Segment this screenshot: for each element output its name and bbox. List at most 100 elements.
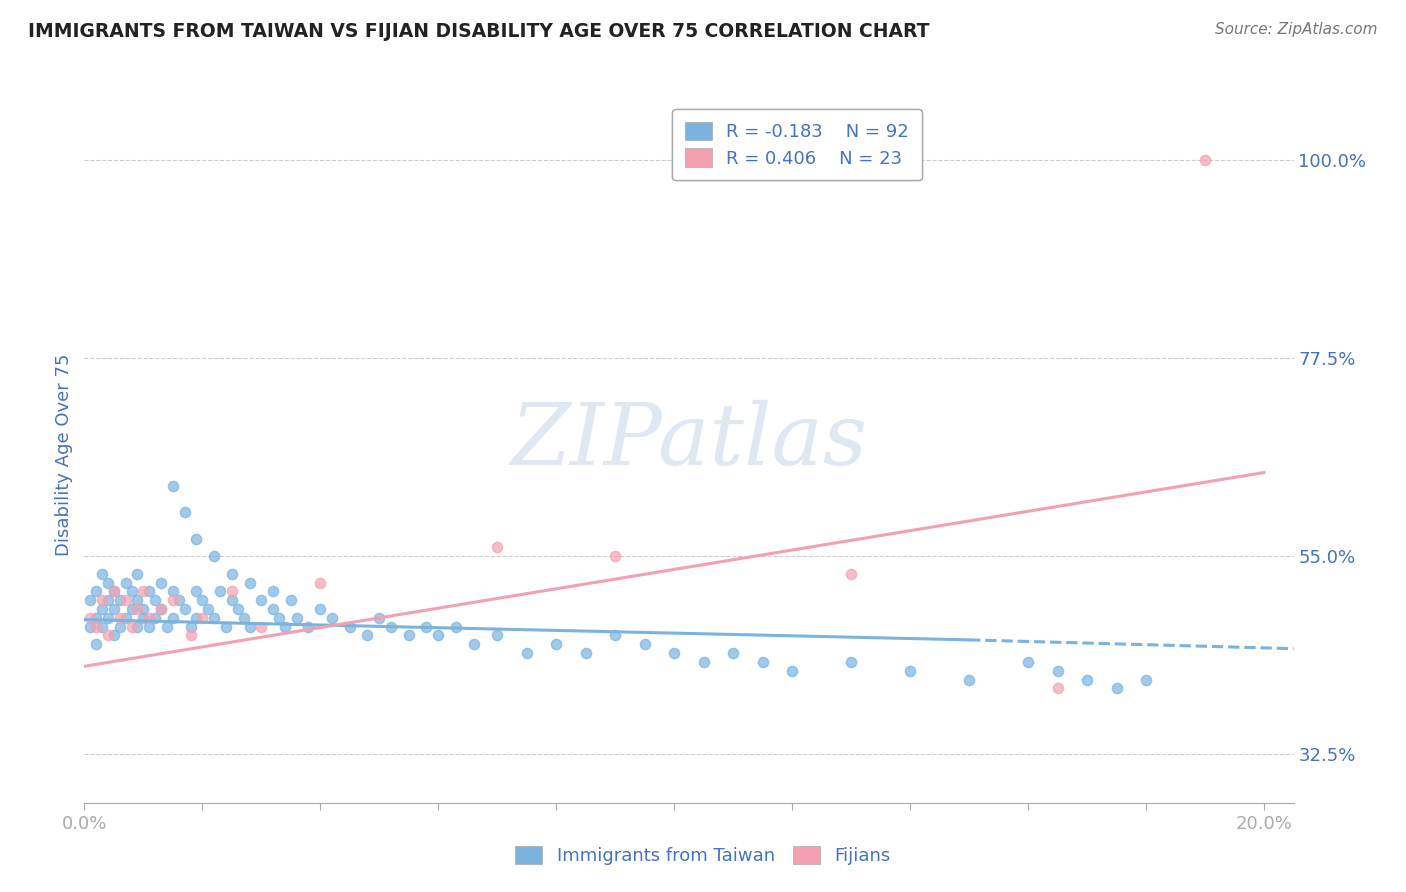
Point bbox=[380, 620, 402, 634]
Point bbox=[114, 611, 136, 625]
Point bbox=[186, 584, 208, 599]
Point bbox=[605, 628, 627, 642]
Text: Source: ZipAtlas.com: Source: ZipAtlas.com bbox=[1215, 22, 1378, 37]
Point bbox=[780, 664, 803, 678]
Point bbox=[1194, 153, 1216, 167]
Point bbox=[721, 646, 744, 660]
Point bbox=[221, 593, 243, 607]
Point bbox=[103, 628, 125, 642]
Point bbox=[84, 611, 107, 625]
Point bbox=[127, 566, 149, 581]
Point bbox=[262, 584, 284, 599]
Point bbox=[132, 602, 155, 616]
Point bbox=[132, 611, 155, 625]
Point bbox=[486, 541, 509, 555]
Point bbox=[238, 575, 260, 590]
Point bbox=[1046, 681, 1069, 696]
Point bbox=[138, 584, 160, 599]
Point bbox=[138, 611, 160, 625]
Legend: R = -0.183    N = 92, R = 0.406    N = 23: R = -0.183 N = 92, R = 0.406 N = 23 bbox=[672, 109, 922, 180]
Point bbox=[250, 593, 273, 607]
Point bbox=[97, 593, 120, 607]
Point bbox=[84, 620, 107, 634]
Point bbox=[427, 628, 450, 642]
Point bbox=[368, 611, 391, 625]
Point bbox=[186, 532, 208, 546]
Point bbox=[1046, 664, 1069, 678]
Point bbox=[103, 602, 125, 616]
Point bbox=[267, 611, 290, 625]
Point bbox=[114, 575, 136, 590]
Point bbox=[91, 593, 114, 607]
Point bbox=[103, 584, 125, 599]
Point bbox=[751, 655, 773, 669]
Point bbox=[108, 620, 131, 634]
Point bbox=[191, 611, 214, 625]
Point bbox=[398, 628, 420, 642]
Point bbox=[121, 584, 143, 599]
Point bbox=[339, 620, 361, 634]
Point bbox=[162, 479, 184, 493]
Point bbox=[84, 584, 107, 599]
Point bbox=[575, 646, 598, 660]
Point bbox=[91, 620, 114, 634]
Point bbox=[226, 602, 249, 616]
Point bbox=[121, 602, 143, 616]
Point bbox=[898, 664, 921, 678]
Point bbox=[463, 637, 485, 651]
Point bbox=[79, 593, 101, 607]
Point bbox=[127, 593, 149, 607]
Point bbox=[202, 611, 225, 625]
Point bbox=[274, 620, 297, 634]
Point bbox=[91, 566, 114, 581]
Point bbox=[839, 655, 862, 669]
Point bbox=[605, 549, 627, 564]
Point bbox=[285, 611, 308, 625]
Point bbox=[180, 620, 202, 634]
Point bbox=[1105, 681, 1128, 696]
Point bbox=[121, 620, 143, 634]
Point bbox=[634, 637, 657, 651]
Point bbox=[221, 584, 243, 599]
Point bbox=[162, 593, 184, 607]
Point bbox=[79, 620, 101, 634]
Point bbox=[150, 575, 173, 590]
Point bbox=[202, 549, 225, 564]
Point bbox=[156, 620, 179, 634]
Point bbox=[114, 593, 136, 607]
Point bbox=[173, 505, 195, 519]
Point bbox=[1017, 655, 1039, 669]
Point bbox=[162, 584, 184, 599]
Point bbox=[297, 620, 319, 634]
Point bbox=[197, 602, 219, 616]
Text: ZIPatlas: ZIPatlas bbox=[510, 400, 868, 483]
Point bbox=[143, 611, 166, 625]
Point bbox=[162, 611, 184, 625]
Point bbox=[309, 602, 332, 616]
Point bbox=[309, 575, 332, 590]
Point bbox=[97, 611, 120, 625]
Point bbox=[321, 611, 343, 625]
Point bbox=[208, 584, 231, 599]
Point bbox=[1076, 673, 1098, 687]
Point bbox=[262, 602, 284, 616]
Point bbox=[546, 637, 568, 651]
Point bbox=[180, 628, 202, 642]
Point bbox=[280, 593, 302, 607]
Point bbox=[103, 584, 125, 599]
Point bbox=[444, 620, 467, 634]
Point bbox=[108, 593, 131, 607]
Y-axis label: Disability Age Over 75: Disability Age Over 75 bbox=[55, 353, 73, 557]
Point bbox=[516, 646, 538, 660]
Point bbox=[127, 602, 149, 616]
Point bbox=[186, 611, 208, 625]
Point bbox=[356, 628, 378, 642]
Point bbox=[191, 593, 214, 607]
Point bbox=[415, 620, 437, 634]
Point bbox=[84, 637, 107, 651]
Point bbox=[127, 620, 149, 634]
Point bbox=[132, 584, 155, 599]
Point bbox=[143, 593, 166, 607]
Point bbox=[250, 620, 273, 634]
Point bbox=[221, 566, 243, 581]
